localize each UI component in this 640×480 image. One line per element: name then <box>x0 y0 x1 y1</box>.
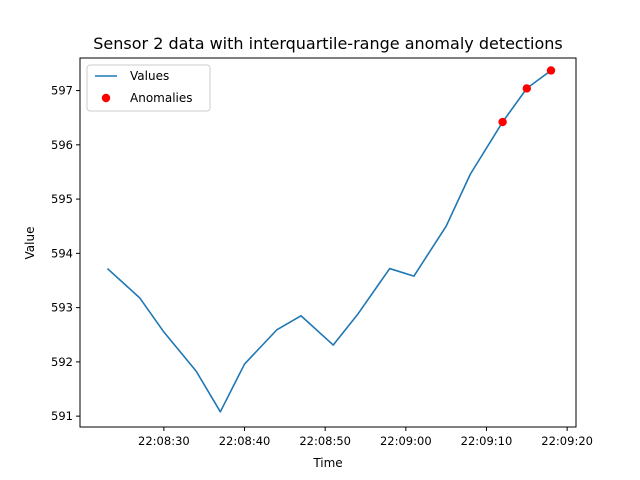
y-tick-label: 595 <box>51 192 73 206</box>
y-tick-label: 591 <box>51 409 73 423</box>
chart-title: Sensor 2 data with interquartile-range a… <box>93 34 562 53</box>
anomaly-point <box>498 117 507 127</box>
x-tick-label: 22:08:30 <box>138 434 190 448</box>
y-tick-label: 597 <box>51 84 73 98</box>
legend-box <box>86 64 211 112</box>
axes-frame <box>79 57 577 428</box>
plot-area <box>106 66 556 413</box>
x-tick-label: 22:08:40 <box>219 434 271 448</box>
axes: 22:08:30 22:08:40 22:08:50 22:09:00 22:09:10… <box>51 57 593 448</box>
legend-swatch-marker <box>101 93 111 103</box>
x-tick-label: 22:09:00 <box>380 434 432 448</box>
anomaly-point <box>522 84 531 93</box>
y-axis-label: Value <box>23 227 37 260</box>
y-tick-label: 593 <box>51 301 73 315</box>
y-tick-label: 594 <box>51 246 73 260</box>
legend: Values Anomalies <box>86 64 211 112</box>
series-line-values <box>106 69 552 413</box>
x-axis-label: Time <box>312 456 342 470</box>
y-tick-label: 596 <box>51 138 73 152</box>
x-tick-label: 22:09:10 <box>461 434 513 448</box>
x-tick-label: 22:09:20 <box>541 434 593 448</box>
anomaly-point <box>546 66 556 75</box>
legend-entry-label: Anomalies <box>130 91 193 105</box>
y-tick-label: 592 <box>51 355 73 369</box>
legend-entry-label: Values <box>130 69 169 83</box>
x-tick-label: 22:08:50 <box>299 434 351 448</box>
